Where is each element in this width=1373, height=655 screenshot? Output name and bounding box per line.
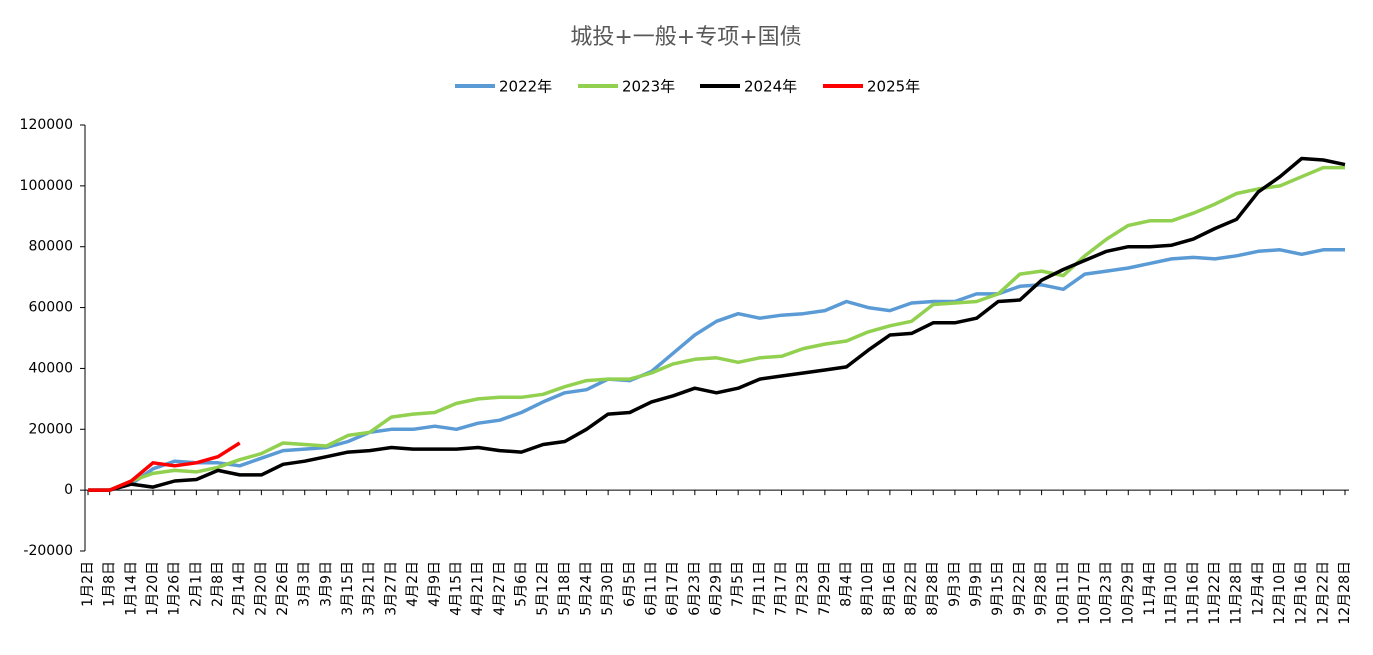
x-tick-label: 3月3日 — [297, 561, 313, 607]
legend-label: 2025年 — [867, 78, 920, 96]
legend-label: 2024年 — [744, 78, 797, 96]
x-tick-label: 9月28日 — [1034, 561, 1050, 616]
x-tick-label: 11月22日 — [1207, 561, 1223, 625]
y-tick-label: 80000 — [28, 239, 73, 255]
x-tick-label: 5月12日 — [535, 561, 551, 616]
x-tick-label: 10月29日 — [1120, 561, 1136, 625]
x-tick-label: 12月22日 — [1315, 561, 1331, 625]
x-tick-label: 1月8日 — [102, 561, 118, 607]
y-tick-label: 60000 — [28, 300, 73, 316]
x-tick-label: 11月16日 — [1185, 561, 1201, 625]
x-tick-label: 8月16日 — [882, 561, 898, 616]
x-tick-label: 3月27日 — [383, 561, 399, 616]
x-tick-label: 2月26日 — [275, 561, 291, 616]
x-tick-label: 11月28日 — [1229, 561, 1245, 625]
x-tick-label: 9月9日 — [969, 561, 985, 607]
x-tick-label: 6月11日 — [643, 561, 659, 616]
x-tick-label: 5月24日 — [578, 561, 594, 616]
x-tick-label: 7月29日 — [817, 561, 833, 616]
series-line — [88, 156, 1346, 492]
series-line — [88, 441, 241, 492]
x-tick-label: 1月14日 — [123, 561, 139, 616]
x-tick-label: 9月3日 — [947, 561, 963, 607]
chart-title: 城投+一般+专项+国债 — [570, 25, 801, 50]
x-tick-label: 1月26日 — [167, 561, 183, 616]
x-tick-label: 3月15日 — [340, 561, 356, 616]
x-tick-label: 7月5日 — [730, 561, 746, 607]
x-tick-label: 12月28日 — [1337, 561, 1353, 625]
y-tick-label: 40000 — [28, 360, 73, 376]
x-tick-label: 7月11日 — [752, 561, 768, 616]
x-tick-label: 12月10日 — [1272, 561, 1288, 625]
x-tick-label: 8月10日 — [860, 561, 876, 616]
x-tick-label: 10月17日 — [1077, 561, 1093, 625]
x-tick-label: 2月14日 — [232, 561, 248, 616]
x-tick-label: 10月11日 — [1055, 561, 1071, 625]
x-tick-label: 2月1日 — [188, 561, 204, 607]
x-tick-label: 4月9日 — [427, 561, 443, 607]
x-tick-label: 6月17日 — [665, 561, 681, 616]
x-tick-label: 6月29日 — [709, 561, 725, 616]
y-tick-label: 100000 — [20, 178, 73, 194]
x-tick-label: 3月21日 — [362, 561, 378, 616]
x-tick-label: 4月2日 — [405, 561, 421, 607]
x-tick-label: 7月23日 — [795, 561, 811, 616]
x-tick-label: 1月2日 — [80, 561, 96, 607]
x-tick-label: 1月20日 — [145, 561, 161, 616]
series-line — [88, 248, 1345, 492]
y-tick-label: 20000 — [28, 421, 73, 437]
x-tick-label: 12月16日 — [1294, 561, 1310, 625]
x-tick-label: 8月28日 — [925, 561, 941, 616]
x-tick-label: 3月9日 — [318, 561, 334, 607]
x-tick-label: 9月22日 — [1012, 561, 1028, 616]
x-tick-label: 4月27日 — [492, 561, 508, 616]
y-tick-label: 120000 — [20, 117, 73, 133]
x-tick-label: 2月20日 — [253, 561, 269, 616]
x-tick-label: 4月21日 — [470, 561, 486, 616]
x-tick-label: 9月15日 — [990, 561, 1006, 616]
x-tick-label: 5月6日 — [513, 561, 529, 607]
x-tick-label: 5月30日 — [600, 561, 616, 616]
y-tick-label: -20000 — [23, 543, 73, 559]
x-tick-label: 8月22日 — [904, 561, 920, 616]
series-line — [88, 165, 1345, 492]
x-tick-label: 6月23日 — [687, 561, 703, 616]
x-tick-label: 11月4日 — [1142, 561, 1158, 616]
x-tick-label: 5月18日 — [557, 561, 573, 616]
y-tick-label: 0 — [64, 482, 73, 498]
x-tick-label: 10月23日 — [1099, 561, 1115, 625]
legend-label: 2023年 — [622, 78, 675, 96]
x-tick-label: 12月4日 — [1250, 561, 1266, 616]
legend-label: 2022年 — [499, 78, 552, 96]
x-tick-label: 4月15日 — [448, 561, 464, 616]
legend: 2022年 2023年 2024年 2025年 — [455, 78, 920, 96]
x-tick-label: 7月17日 — [774, 561, 790, 616]
x-tick-label: 11月10日 — [1164, 561, 1180, 625]
x-tick-label: 8月4日 — [839, 561, 855, 607]
x-tick-label: 6月5日 — [622, 561, 638, 607]
x-tick-label: 2月8日 — [210, 561, 226, 607]
